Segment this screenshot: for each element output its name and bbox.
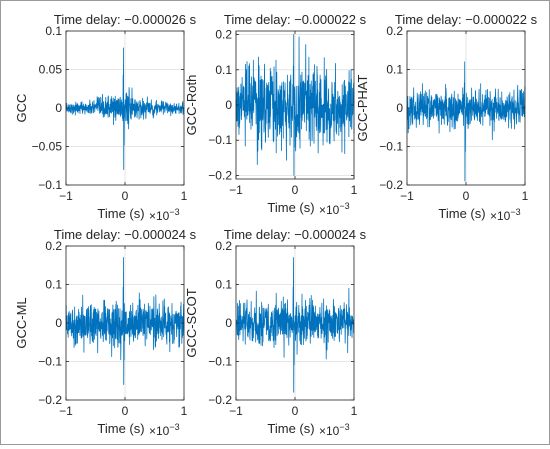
x-tick-label: 1 — [181, 404, 188, 418]
y-tick-label: 0.1 — [45, 278, 62, 292]
x-tick-label: 1 — [522, 189, 529, 203]
y-tick-label: 0 — [225, 316, 232, 330]
y-tick-label: −0.2 — [208, 168, 232, 182]
y-tick-label: 0.2 — [45, 239, 62, 253]
y-tick-label: 0.1 — [215, 63, 232, 77]
subplot-title: Time delay: −0.000022 s — [395, 12, 538, 27]
signal-trace — [406, 61, 526, 182]
y-tick-label: 0 — [396, 101, 403, 115]
x-tick-label: −1 — [400, 189, 414, 203]
y-tick-label: −0.2 — [208, 393, 232, 407]
x-exponent-label: ×10−3 — [319, 422, 350, 438]
y-axis-label: GCC-PHAT — [355, 74, 370, 141]
y-tick-label: 0.05 — [39, 63, 63, 77]
x-exponent-label: ×10−3 — [319, 201, 350, 217]
subplot-title: Time delay: −0.000024 s — [224, 227, 367, 242]
subplot-title: Time delay: −0.000026 s — [54, 12, 197, 27]
y-tick-label: −0.2 — [379, 178, 403, 192]
x-tick-label: 0 — [463, 189, 470, 203]
y-tick-label: −0.1 — [208, 133, 232, 147]
signal-trace — [235, 257, 355, 393]
y-axis-label: GCC-ML — [14, 297, 29, 348]
x-exponent-label: ×10−3 — [490, 207, 521, 223]
y-tick-label: 0.2 — [215, 239, 232, 253]
y-tick-label: 0.2 — [215, 28, 232, 42]
x-tick-label: 1 — [351, 404, 358, 418]
x-tick-label: 1 — [351, 183, 358, 197]
y-tick-label: 0.1 — [45, 24, 62, 38]
signal-trace — [65, 47, 185, 171]
y-tick-label: 0 — [55, 101, 62, 115]
y-tick-label: −0.05 — [32, 140, 63, 154]
subplot-title: Time delay: −0.000024 s — [54, 227, 197, 242]
x-axis-label: Time (s) — [267, 421, 314, 436]
x-tick-label: 0 — [122, 404, 129, 418]
x-exponent-label: ×10−3 — [149, 422, 180, 438]
subplot-title: Time delay: −0.000022 s — [224, 12, 367, 27]
x-exponent-label: ×10−3 — [149, 207, 180, 223]
y-axis-label: GCC-Roth — [184, 75, 199, 136]
y-tick-label: −0.1 — [208, 355, 232, 369]
x-axis-label: Time (s) — [438, 206, 485, 221]
signal-trace — [235, 34, 355, 176]
x-axis-label: Time (s) — [97, 421, 144, 436]
y-tick-label: −0.1 — [379, 140, 403, 154]
x-tick-label: 0 — [122, 189, 129, 203]
y-tick-label: 0.1 — [386, 63, 403, 77]
x-tick-label: −1 — [229, 404, 243, 418]
y-axis-label: GCC — [14, 94, 29, 123]
signal-trace — [65, 257, 185, 386]
x-tick-label: −1 — [59, 404, 73, 418]
y-tick-label: −0.1 — [38, 355, 62, 369]
x-tick-label: −1 — [59, 189, 73, 203]
x-tick-label: 0 — [292, 183, 299, 197]
y-axis-label: GCC-SCOT — [184, 288, 199, 357]
y-tick-label: 0.1 — [215, 278, 232, 292]
y-tick-label: 0 — [225, 98, 232, 112]
x-tick-label: 1 — [181, 189, 188, 203]
y-tick-label: −0.1 — [38, 178, 62, 192]
x-tick-label: 0 — [292, 404, 299, 418]
y-tick-label: 0.2 — [386, 24, 403, 38]
x-tick-label: −1 — [229, 183, 243, 197]
x-axis-label: Time (s) — [267, 200, 314, 215]
x-axis-label: Time (s) — [97, 206, 144, 221]
y-tick-label: 0 — [55, 316, 62, 330]
y-tick-label: −0.2 — [38, 393, 62, 407]
